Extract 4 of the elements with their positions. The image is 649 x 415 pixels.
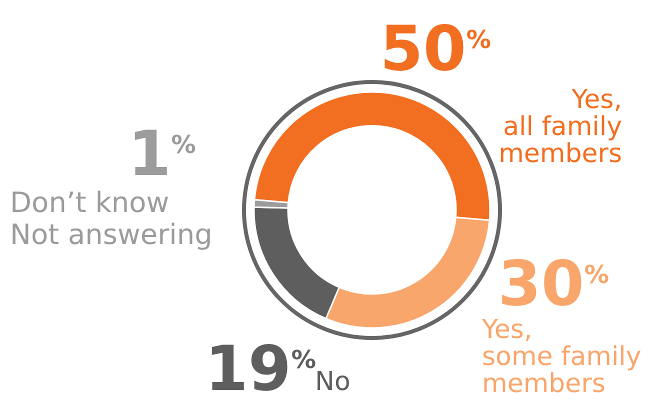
data-label: 50$^{%}$ — [380, 12, 492, 85]
slice-label: No — [315, 367, 350, 397]
slice-label: Yes, all family members — [498, 85, 622, 169]
data-label: 19$^{%}$ — [205, 332, 316, 405]
